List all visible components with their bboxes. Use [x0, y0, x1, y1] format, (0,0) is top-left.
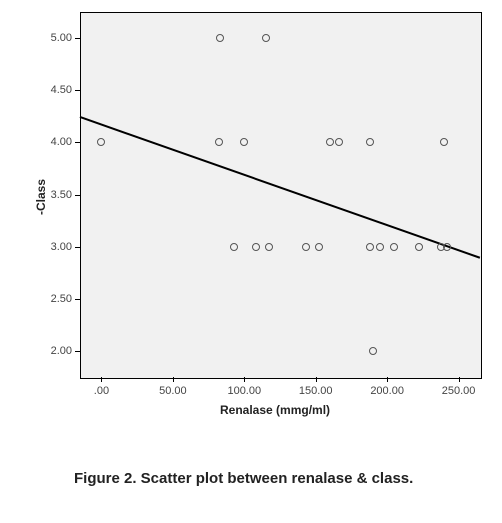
x-tick-label: 200.00	[370, 385, 404, 397]
scatter-point	[252, 243, 260, 251]
x-tick-label: 50.00	[159, 385, 187, 397]
scatter-point	[216, 34, 224, 42]
scatter-point	[240, 138, 248, 146]
figure-caption: Figure 2. Scatter plot between renalase …	[74, 470, 413, 487]
x-axis-label: Renalase (mmg/ml)	[220, 403, 330, 417]
scatter-point	[215, 138, 223, 146]
x-tick-mark	[316, 377, 317, 382]
scatter-point	[366, 243, 374, 251]
x-tick-mark	[459, 377, 460, 382]
scatter-point	[335, 138, 343, 146]
scatter-point	[262, 34, 270, 42]
y-tick-mark	[75, 142, 80, 143]
y-tick-label: 3.00	[42, 241, 72, 253]
x-tick-mark	[244, 377, 245, 382]
scatter-point	[369, 347, 377, 355]
y-tick-mark	[75, 247, 80, 248]
scatter-point	[230, 243, 238, 251]
y-tick-mark	[75, 351, 80, 352]
y-tick-label: 3.50	[42, 189, 72, 201]
y-tick-label: 4.00	[42, 136, 72, 148]
y-tick-label: 4.50	[42, 84, 72, 96]
x-tick-label: 100.00	[227, 385, 261, 397]
scatter-point	[97, 138, 105, 146]
scatter-point	[390, 243, 398, 251]
y-tick-label: 2.50	[42, 293, 72, 305]
scatter-point	[443, 243, 451, 251]
x-tick-label: 250.00	[442, 385, 476, 397]
x-tick-mark	[173, 377, 174, 382]
plot-area	[80, 12, 482, 379]
scatter-point	[326, 138, 334, 146]
scatter-point	[302, 243, 310, 251]
x-tick-label: .00	[94, 385, 109, 397]
y-tick-mark	[75, 90, 80, 91]
x-tick-mark	[387, 377, 388, 382]
scatter-point	[366, 138, 374, 146]
x-tick-label: 150.00	[299, 385, 333, 397]
chart-wrap: -Class Renalase (mmg/ml) 2.002.503.003.5…	[18, 10, 484, 430]
y-tick-mark	[75, 299, 80, 300]
y-tick-mark	[75, 195, 80, 196]
scatter-point	[415, 243, 423, 251]
y-tick-mark	[75, 38, 80, 39]
scatter-point	[315, 243, 323, 251]
y-tick-label: 2.00	[42, 345, 72, 357]
y-tick-label: 5.00	[42, 32, 72, 44]
scatter-point	[440, 138, 448, 146]
scatter-point	[376, 243, 384, 251]
scatter-point	[265, 243, 273, 251]
x-tick-mark	[101, 377, 102, 382]
figure-container: -Class Renalase (mmg/ml) 2.002.503.003.5…	[0, 0, 502, 523]
